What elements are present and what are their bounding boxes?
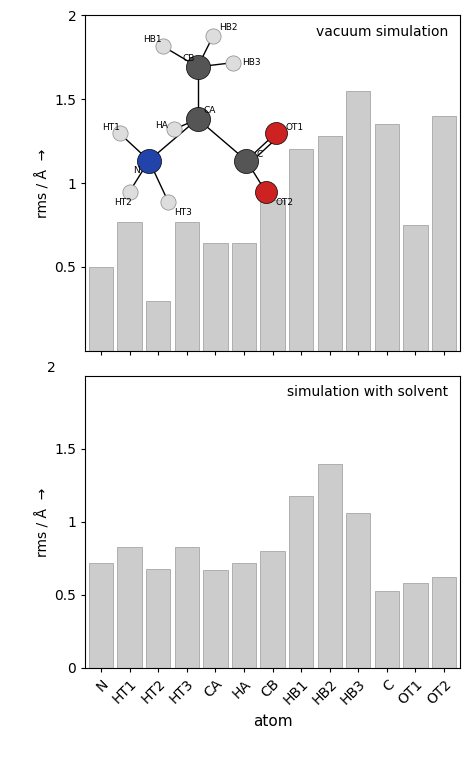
Bar — [403, 225, 428, 351]
Bar — [289, 150, 313, 351]
Bar — [146, 301, 170, 351]
Bar — [346, 513, 371, 668]
Bar — [118, 222, 142, 351]
Bar — [174, 546, 199, 668]
Text: simulation with solvent: simulation with solvent — [287, 385, 448, 398]
Bar — [260, 200, 285, 351]
Bar — [174, 222, 199, 351]
Bar — [203, 570, 228, 668]
Bar — [260, 551, 285, 668]
Bar — [89, 267, 113, 351]
Bar — [118, 546, 142, 668]
Text: 2: 2 — [46, 361, 55, 375]
Bar — [375, 591, 399, 668]
Text: vacuum simulation: vacuum simulation — [316, 25, 448, 39]
Bar — [375, 124, 399, 351]
Y-axis label: rms / Å  →: rms / Å → — [36, 148, 50, 218]
Bar — [432, 116, 456, 351]
Bar — [232, 244, 256, 351]
Bar — [232, 563, 256, 668]
X-axis label: atom: atom — [253, 714, 292, 729]
Bar — [203, 244, 228, 351]
Bar — [346, 91, 371, 351]
Bar — [403, 583, 428, 668]
Bar — [89, 563, 113, 668]
Bar — [318, 136, 342, 351]
Bar — [318, 464, 342, 668]
Bar — [289, 496, 313, 668]
Y-axis label: rms / Å  →: rms / Å → — [36, 487, 50, 556]
Bar — [146, 568, 170, 668]
Bar — [432, 578, 456, 668]
